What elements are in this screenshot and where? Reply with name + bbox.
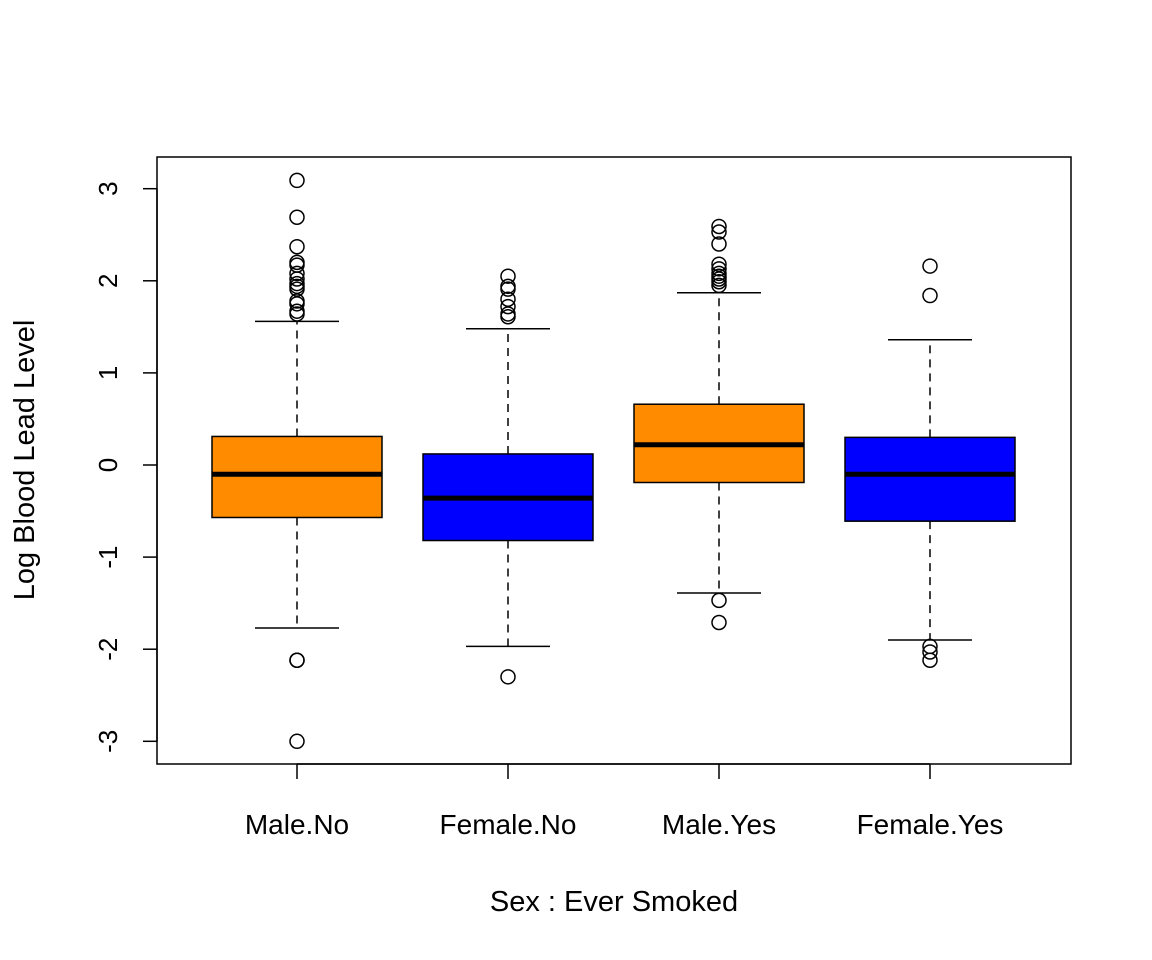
box-iqr xyxy=(844,436,1016,522)
outlier-point xyxy=(289,733,305,750)
y-tick-label: 0 xyxy=(93,458,123,472)
outlier-point xyxy=(500,308,516,325)
outlier-point xyxy=(289,265,305,282)
y-tick-label: -3 xyxy=(93,730,123,753)
x-tick-label: Male.No xyxy=(245,809,349,840)
x-axis: Male.No Female.No Male.Yes Female.Yes xyxy=(245,763,1004,840)
box-group xyxy=(844,258,1016,669)
box-group xyxy=(422,268,594,685)
outlier-point xyxy=(289,306,305,322)
x-tick-label: Male.Yes xyxy=(662,809,776,840)
outlier-point xyxy=(711,273,727,290)
outlier-point xyxy=(500,298,516,315)
boxes-layer xyxy=(211,172,1016,750)
outlier-point xyxy=(922,652,938,669)
y-tick-label: 2 xyxy=(93,274,123,288)
outlier-point xyxy=(711,236,727,252)
outlier-point xyxy=(922,644,938,660)
outlier-point xyxy=(289,172,305,189)
outlier-point xyxy=(711,218,727,235)
outlier-point xyxy=(289,238,305,255)
y-axis: -3 -2 -1 0 1 2 3 xyxy=(93,181,158,753)
y-tick-label: -2 xyxy=(93,638,123,661)
y-tick-label: -1 xyxy=(93,546,123,569)
box-group xyxy=(211,172,383,750)
outlier-point xyxy=(289,296,305,312)
outlier-point xyxy=(711,277,727,294)
outlier-point xyxy=(289,652,305,669)
y-tick-label: 3 xyxy=(93,181,123,195)
outlier-point xyxy=(922,287,938,304)
y-axis-label: Log Blood Lead Level xyxy=(9,320,41,601)
outlier-point xyxy=(500,268,516,284)
x-tick-label: Female.Yes xyxy=(857,809,1004,840)
outlier-point xyxy=(500,281,516,297)
x-axis-label: Sex : Ever Smoked xyxy=(490,886,738,918)
outlier-point xyxy=(711,261,727,277)
box-group xyxy=(633,218,805,631)
outlier-point xyxy=(711,614,727,631)
outlier-point xyxy=(500,669,516,685)
outlier-point xyxy=(289,271,305,287)
outlier-point xyxy=(289,209,305,226)
outlier-point xyxy=(922,258,938,274)
outlier-point xyxy=(711,592,727,609)
x-tick-label: Female.No xyxy=(440,809,577,840)
box-iqr xyxy=(211,435,383,519)
outlier-point xyxy=(711,224,727,240)
y-tick-label: 1 xyxy=(93,366,123,380)
